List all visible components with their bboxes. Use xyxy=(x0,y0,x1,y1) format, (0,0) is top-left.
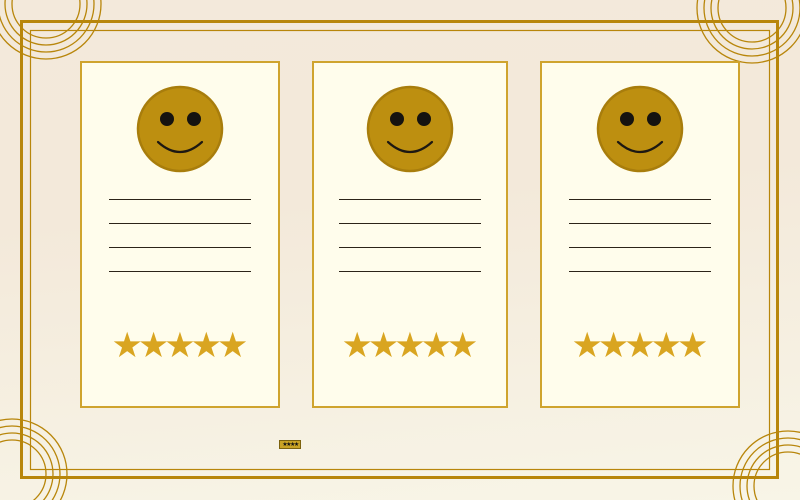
placeholder-line xyxy=(109,271,251,272)
mini-stars-badge: ★★★★ xyxy=(279,440,301,449)
placeholder-line xyxy=(339,199,481,200)
review-card-2[interactable]: ★★★★★ xyxy=(312,61,508,408)
smiley-face-icon xyxy=(82,85,278,173)
corner-rings-top-right-icon xyxy=(696,0,800,64)
placeholder-line xyxy=(569,223,711,224)
corner-rings-bottom-left-icon xyxy=(0,418,68,500)
review-card-1[interactable]: ★★★★★ xyxy=(80,61,280,408)
placeholder-line xyxy=(339,247,481,248)
placeholder-line xyxy=(339,223,481,224)
placeholder-text-lines xyxy=(542,199,738,295)
star-rating[interactable]: ★★★★★ xyxy=(571,326,709,366)
placeholder-line xyxy=(569,199,711,200)
placeholder-line xyxy=(339,271,481,272)
corner-rings-bottom-right-icon xyxy=(732,430,800,500)
placeholder-text-lines xyxy=(314,199,506,295)
review-cards-row: ★★★★★ ★★★★★ xyxy=(80,61,740,408)
star-rating[interactable]: ★★★★★ xyxy=(341,326,479,366)
placeholder-line xyxy=(109,199,251,200)
placeholder-text-lines xyxy=(82,199,278,295)
star-rating[interactable]: ★★★★★ xyxy=(111,326,249,366)
corner-rings-top-left-icon xyxy=(0,0,102,60)
placeholder-line xyxy=(109,247,251,248)
placeholder-line xyxy=(109,223,251,224)
smiley-face-icon xyxy=(542,85,738,173)
review-card-3[interactable]: ★★★★★ xyxy=(540,61,740,408)
smiley-face-icon xyxy=(314,85,506,173)
placeholder-line xyxy=(569,247,711,248)
placeholder-line xyxy=(569,271,711,272)
